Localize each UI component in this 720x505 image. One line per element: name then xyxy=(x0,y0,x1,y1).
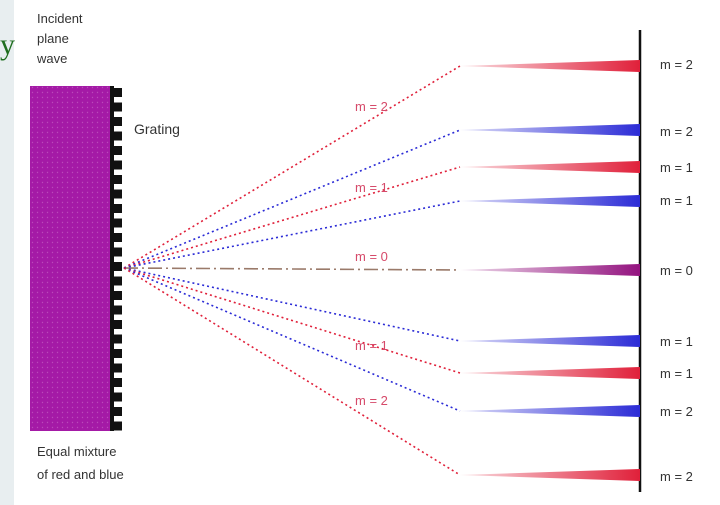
beam-9 xyxy=(460,469,640,481)
grating-tooth xyxy=(112,218,122,228)
grating-tooth xyxy=(112,175,122,184)
grating-tooth xyxy=(112,247,122,257)
ray-1 xyxy=(123,65,461,269)
grating-tooth xyxy=(112,421,122,431)
ray-9 xyxy=(123,267,461,476)
incident-label-line-3: wave xyxy=(36,51,67,66)
ray-label-m1-upper: m = 1 xyxy=(355,180,388,195)
ray-8 xyxy=(123,267,461,412)
beam-6 xyxy=(460,335,640,347)
grating-label: Grating xyxy=(134,121,180,137)
spectral-beams xyxy=(460,60,640,481)
grating-tooth xyxy=(112,378,122,387)
beam-7 xyxy=(460,367,640,379)
grating-tooth xyxy=(112,276,122,286)
grating-tooth xyxy=(112,102,122,112)
grating-tooth xyxy=(112,204,122,213)
incident-label-line-1: Incident xyxy=(37,11,83,26)
incident-label-line-2: plane xyxy=(37,31,69,46)
ray-4 xyxy=(123,200,461,269)
grating-tooth xyxy=(112,349,122,358)
grating-tooth xyxy=(112,363,122,373)
mixture-label-line-2: of red and blue xyxy=(37,467,124,482)
beam-1 xyxy=(460,60,640,72)
grating-tooth xyxy=(112,88,122,97)
ray-label-m0: m = 0 xyxy=(355,249,388,264)
beam-4 xyxy=(460,195,640,207)
ray-label-m1-lower: m = 1 xyxy=(355,338,388,353)
screen-label-4: m = 1 xyxy=(660,193,693,208)
ray-2 xyxy=(123,129,461,269)
screen-label-6: m = 1 xyxy=(660,334,693,349)
grating-tooth xyxy=(112,334,122,344)
grating-tooth xyxy=(112,320,122,329)
grating-bar xyxy=(110,86,114,431)
stray-glyph: y xyxy=(0,28,15,61)
grating-tooth xyxy=(112,392,122,402)
ray-5 xyxy=(123,267,461,271)
screen-label-8: m = 2 xyxy=(660,404,693,419)
diagram-panel xyxy=(14,0,720,505)
diffracted-rays xyxy=(123,65,461,476)
grating-tooth xyxy=(112,131,122,141)
ray-6 xyxy=(123,267,461,342)
grating-tooth xyxy=(112,146,122,155)
grating-tooth xyxy=(112,262,122,271)
beam-2 xyxy=(460,124,640,136)
grating-tooth xyxy=(112,189,122,199)
grating-tooth xyxy=(112,305,122,315)
incident-plane-wave xyxy=(30,86,110,431)
ray-7 xyxy=(123,267,461,374)
ray-label-m2-lower: m = 2 xyxy=(355,393,388,408)
beam-8 xyxy=(460,405,640,417)
grating-tooth xyxy=(112,291,122,300)
screen-label-7: m = 1 xyxy=(660,366,693,381)
beam-3 xyxy=(460,161,640,173)
grating xyxy=(110,86,122,431)
screen-label-3: m = 1 xyxy=(660,160,693,175)
screen-label-2: m = 2 xyxy=(660,124,693,139)
beam-5 xyxy=(460,264,640,276)
grating-tooth xyxy=(112,160,122,170)
screen-label-1: m = 2 xyxy=(660,57,693,72)
ray-3 xyxy=(123,166,461,269)
mixture-label-line-1: Equal mixture xyxy=(37,444,116,459)
grating-tooth xyxy=(112,233,122,242)
screen-label-5: m = 0 xyxy=(660,263,693,278)
screen-label-9: m = 2 xyxy=(660,469,693,484)
ray-label-m2-upper: m = 2 xyxy=(355,99,388,114)
grating-tooth xyxy=(112,117,122,126)
grating-tooth xyxy=(112,407,122,416)
